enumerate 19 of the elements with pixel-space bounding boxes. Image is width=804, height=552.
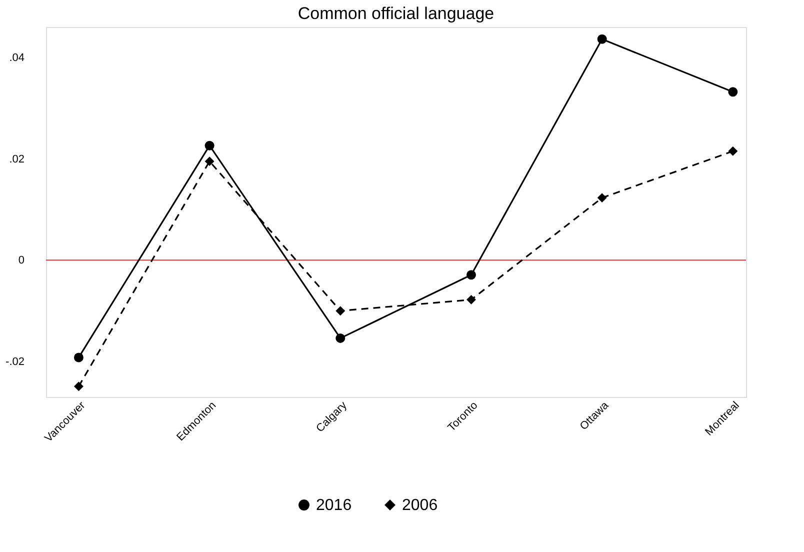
point xyxy=(336,306,346,316)
point xyxy=(466,294,476,304)
legend-label: 2016 xyxy=(316,497,352,514)
point xyxy=(597,34,607,44)
y-tick-label: -.02 xyxy=(6,356,24,368)
point xyxy=(728,87,738,97)
point xyxy=(204,140,214,150)
y-tick-label: .02 xyxy=(9,153,24,166)
point xyxy=(336,333,346,343)
point xyxy=(74,352,84,362)
y-tick-label: .04 xyxy=(9,52,24,64)
legend-label: 2006 xyxy=(402,497,438,514)
point xyxy=(466,270,476,280)
point xyxy=(728,146,738,156)
point xyxy=(597,193,607,203)
point xyxy=(74,382,84,392)
point xyxy=(204,156,214,166)
y-tick-label: 0 xyxy=(18,254,24,267)
chart-title: Common official language xyxy=(298,4,494,23)
